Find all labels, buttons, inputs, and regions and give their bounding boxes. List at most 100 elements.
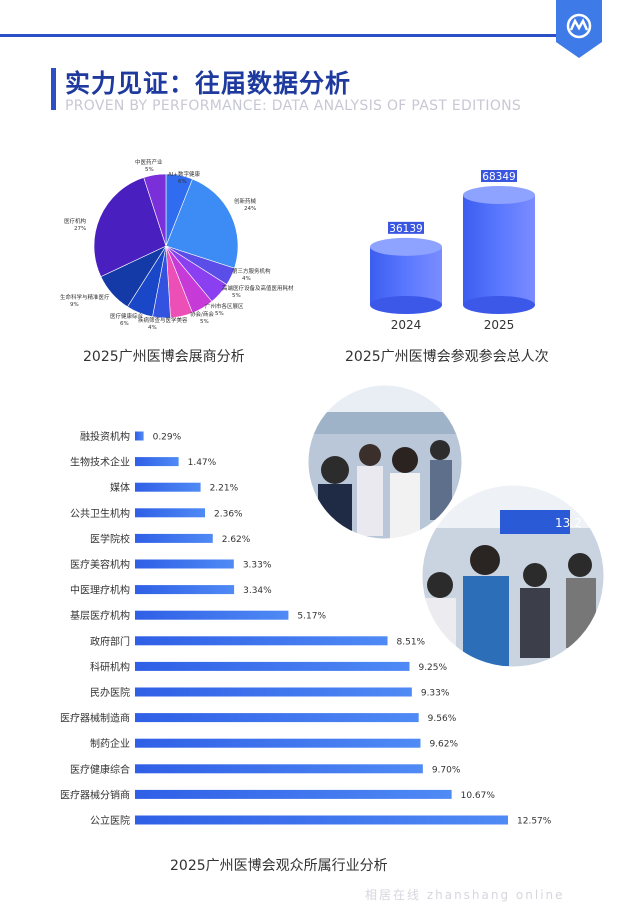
bar-category-label: 科研机构 bbox=[90, 660, 130, 673]
industry-bar bbox=[135, 533, 213, 543]
pie-slice-label: 第三方服务机构 bbox=[232, 267, 271, 275]
bar-category-label: 医学院校 bbox=[90, 532, 130, 545]
bar-category-label: 医疗美容机构 bbox=[70, 558, 130, 571]
page-subtitle: PROVEN BY PERFORMANCE: DATA ANALYSIS OF … bbox=[65, 98, 522, 114]
bar-category-label: 政府部门 bbox=[90, 635, 130, 648]
pie-slice-label: 医疗健康综合 bbox=[110, 312, 144, 320]
industry-bar bbox=[135, 457, 179, 467]
pie-slice-label: 医疗机构 bbox=[64, 217, 87, 225]
page-title: 实力见证：往届数据分析 bbox=[65, 69, 352, 98]
bar-category-label: 公共卫生机构 bbox=[70, 507, 130, 520]
attendance-cylinder-chart: 36139 2024 68349 2025 bbox=[370, 170, 535, 332]
industry-bar bbox=[135, 687, 412, 697]
bar-value-label: 9.70% bbox=[432, 765, 461, 775]
bar-value-label: 3.33% bbox=[243, 561, 272, 571]
bar-category-label: 公立医院 bbox=[90, 814, 130, 827]
bar-category-label: 生物技术企业 bbox=[70, 456, 130, 469]
bar-category-label: 制药企业 bbox=[90, 737, 130, 750]
bar-value-label: 9.62% bbox=[429, 740, 458, 750]
pie-slice bbox=[165, 178, 239, 269]
cylinder-value-label: 36139 bbox=[389, 223, 422, 235]
cylinder-top bbox=[370, 237, 442, 256]
industry-bar bbox=[135, 738, 421, 748]
bar-category-label: 基层医疗机构 bbox=[70, 609, 130, 622]
cylinder-category-label: 2024 bbox=[391, 318, 422, 332]
cylinder-base bbox=[370, 296, 442, 314]
bar-value-label: 2.21% bbox=[210, 484, 239, 494]
pie-slice-value: 9% bbox=[70, 302, 79, 308]
bar-category-label: 医疗健康综合 bbox=[70, 763, 130, 776]
pie-slice-value: 5% bbox=[232, 293, 241, 299]
photo-frame-bottom bbox=[419, 482, 607, 670]
bar-value-label: 2.62% bbox=[222, 535, 251, 545]
bar-value-label: 8.51% bbox=[397, 637, 426, 647]
bar-value-label: 12.57% bbox=[517, 817, 552, 827]
cylinder-bar bbox=[370, 246, 442, 305]
industry-bar bbox=[135, 636, 388, 646]
cylinder-value-box bbox=[481, 170, 517, 182]
bar-category-label: 融投资机构 bbox=[80, 430, 130, 443]
exhibitor-pie-chart: AI+数字健康6%创新药械24%第三方服务机构4%高端医疗设备及高值医用耗材5%… bbox=[60, 158, 294, 331]
pie-slice-value: 6% bbox=[120, 321, 129, 327]
pie-slice-label: 协会/商会 bbox=[190, 310, 214, 318]
pie-slice-label: 创新药械 bbox=[234, 197, 257, 205]
pie-slice-label: 广州市各区展区 bbox=[205, 302, 244, 310]
bar-value-label: 9.25% bbox=[418, 663, 447, 673]
industry-chart-title: 2025广州医博会观众所属行业分析 bbox=[170, 858, 388, 874]
pie-slice-value: 5% bbox=[200, 319, 209, 325]
pie-slice-value: 6% bbox=[178, 179, 187, 185]
pie-slice bbox=[93, 177, 167, 278]
pie-slice bbox=[143, 173, 167, 247]
industry-bar bbox=[135, 482, 201, 492]
bar-category-label: 医疗器械分销商 bbox=[60, 788, 130, 801]
bar-value-label: 1.47% bbox=[188, 458, 217, 468]
pie-slice-value: 4% bbox=[242, 276, 251, 282]
cylinder-bar bbox=[463, 195, 535, 305]
bar-value-label: 10.67% bbox=[461, 791, 496, 801]
bar-value-label: 9.56% bbox=[428, 714, 457, 724]
industry-bar-chart: 融投资机构 0.29% 生物技术企业 1.47% 媒体 2.21% 公共卫生机构 2.36% 医… bbox=[60, 430, 552, 827]
cylinder-value-label: 68349 bbox=[482, 171, 515, 183]
header-rule bbox=[0, 34, 560, 37]
pie-slice-value: 5% bbox=[215, 311, 224, 317]
cylinder-base bbox=[463, 296, 535, 314]
cylinder-top bbox=[463, 186, 535, 204]
pie-slice-label: 中医药产业 bbox=[135, 158, 163, 166]
pie-slice-value: 24% bbox=[244, 206, 256, 212]
industry-bar bbox=[135, 815, 508, 825]
pie-slice-value: 27% bbox=[74, 226, 86, 232]
industry-bar bbox=[135, 508, 206, 518]
bar-value-label: 3.34% bbox=[243, 586, 272, 596]
industry-bar bbox=[135, 610, 289, 620]
pie-slice-label: AI+数字健康 bbox=[168, 170, 200, 178]
pie-slice-label: 高端医疗设备及高值医用耗材 bbox=[222, 284, 294, 292]
logo-badge bbox=[556, 0, 602, 58]
pie-slice-label: 生命科学与精准医疗 bbox=[60, 293, 110, 301]
attendance-chart-title: 2025广州医博会参观参会总人次 bbox=[345, 349, 549, 365]
industry-bar bbox=[135, 559, 234, 569]
pie-slice-label: 疾病筛查与医学美容 bbox=[138, 316, 188, 324]
industry-bar bbox=[135, 431, 144, 441]
bar-value-label: 5.17% bbox=[297, 612, 326, 622]
photo-sign-text: 13.2 bbox=[555, 516, 582, 530]
industry-bar bbox=[135, 585, 235, 595]
bar-category-label: 中医理疗机构 bbox=[70, 584, 130, 597]
pie-slice-value: 4% bbox=[148, 325, 157, 331]
industry-bar bbox=[135, 661, 410, 671]
bar-category-label: 民办医院 bbox=[90, 686, 130, 699]
bar-value-label: 2.36% bbox=[214, 509, 243, 519]
bar-value-label: 0.29% bbox=[153, 433, 182, 443]
footer-watermark: 相居在线 zhanshang online bbox=[365, 888, 565, 902]
bar-category-label: 媒体 bbox=[110, 482, 130, 494]
title-accent bbox=[51, 68, 56, 110]
photo-frame-top bbox=[305, 382, 465, 542]
bar-category-label: 医疗器械制造商 bbox=[60, 712, 130, 725]
industry-bar bbox=[135, 713, 419, 723]
pie-chart-title: 2025广州医博会展商分析 bbox=[83, 349, 245, 365]
bar-value-label: 9.33% bbox=[421, 689, 450, 699]
cylinder-category-label: 2025 bbox=[484, 318, 515, 332]
industry-bar bbox=[135, 764, 423, 774]
cylinder-value-box bbox=[388, 221, 424, 234]
pie-slice-value: 5% bbox=[145, 167, 154, 173]
